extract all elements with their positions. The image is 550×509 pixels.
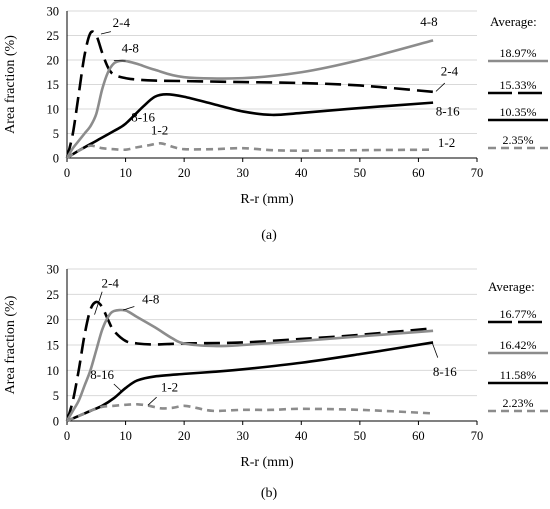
series-label-1-2: 1-2 xyxy=(151,122,168,137)
x-axis-title: R-r (mm) xyxy=(240,455,294,470)
x-tick-label: 60 xyxy=(412,166,425,180)
series-label-4-8: 4-8 xyxy=(142,291,159,306)
label-leader-line xyxy=(123,306,135,311)
y-tick-label: 5 xyxy=(53,127,59,141)
average-legend-title: Average: xyxy=(488,279,535,294)
x-tick-label: 40 xyxy=(295,429,308,443)
label-leader-line xyxy=(100,31,112,35)
series-label-8-16: 8-16 xyxy=(433,364,457,379)
x-tick-label: 0 xyxy=(64,429,70,443)
average-value-8-16: 10.35% xyxy=(500,105,537,119)
x-tick-label: 20 xyxy=(178,429,191,443)
series-line-8-16 xyxy=(66,93,434,160)
x-axis-title: R-r (mm) xyxy=(240,192,294,207)
series-label-8-16: 8-16 xyxy=(436,103,460,118)
x-tick-label: 20 xyxy=(178,166,191,180)
x-tick-label: 70 xyxy=(471,166,484,180)
x-tick-label: 50 xyxy=(354,429,367,443)
y-tick-label: 10 xyxy=(47,103,60,117)
x-tick-label: 50 xyxy=(354,166,367,180)
x-tick-label: 40 xyxy=(295,166,308,180)
label-leader-line xyxy=(432,343,439,358)
average-value-4-8: 18.97% xyxy=(500,46,537,60)
y-tick-label: 0 xyxy=(53,415,59,429)
y-tick-label: 20 xyxy=(47,54,60,68)
x-tick-label: 30 xyxy=(236,166,249,180)
series-label-8-16: 8-16 xyxy=(90,367,114,382)
y-tick-label: 25 xyxy=(47,29,60,43)
series-line-2-4 xyxy=(65,30,434,159)
y-tick-label: 25 xyxy=(47,288,60,302)
chart-panel-a: 0 5 10 15 20 25 30 0 10 20 30 40 50 60 70 R-r (mm) Area … xyxy=(3,5,548,243)
y-tick-label: 30 xyxy=(47,263,60,277)
label-leader-line xyxy=(435,82,446,92)
chart-panel-b: 0 5 10 15 20 25 30 0 10 20 30 40 50 60 70 R-r (mm) Area … xyxy=(3,263,548,501)
series-label-2-4: 2-4 xyxy=(441,64,459,79)
series-line-4-8 xyxy=(65,308,434,422)
series-line-4-8 xyxy=(65,39,434,159)
average-value-1-2: 2.23% xyxy=(503,396,534,410)
y-axis-title: Area fraction (%) xyxy=(3,35,18,134)
series-label-4-8: 4-8 xyxy=(122,41,139,56)
y-tick-label: 15 xyxy=(47,78,60,92)
label-leader-line xyxy=(94,291,103,315)
average-legend-title: Average: xyxy=(490,14,537,29)
x-tick-label: 10 xyxy=(119,429,132,443)
y-tick-label: 20 xyxy=(47,313,60,327)
average-value-2-4: 16.77% xyxy=(500,307,537,321)
series-label-2-4: 2-4 xyxy=(113,15,131,30)
series-label-2-4: 2-4 xyxy=(102,276,120,291)
series-line-2-4 xyxy=(65,300,434,422)
average-value-4-8: 16.42% xyxy=(500,338,537,352)
panel-caption: (a) xyxy=(261,228,277,243)
average-value-2-4: 15.33% xyxy=(500,78,537,92)
series-line-1-2 xyxy=(66,141,434,160)
x-tick-label: 0 xyxy=(64,166,70,180)
panel-caption: (b) xyxy=(261,486,278,501)
y-axis-title: Area fraction (%) xyxy=(3,295,18,394)
y-tick-label: 0 xyxy=(53,152,59,166)
series-label-8-16: 8-16 xyxy=(131,109,155,124)
y-tick-label: 30 xyxy=(47,5,60,19)
y-tick-label: 5 xyxy=(53,389,59,403)
y-tick-label: 10 xyxy=(47,364,60,378)
series-line-8-16 xyxy=(66,341,434,423)
average-value-8-16: 11.58% xyxy=(500,368,537,382)
x-tick-label: 60 xyxy=(412,429,425,443)
average-value-1-2: 2.35% xyxy=(503,133,534,147)
series-label-4-8: 4-8 xyxy=(420,14,437,29)
series-label-1-2: 1-2 xyxy=(161,380,178,395)
x-tick-label: 30 xyxy=(236,429,249,443)
label-leader-line xyxy=(113,383,123,392)
x-tick-label: 10 xyxy=(119,166,132,180)
x-tick-label: 70 xyxy=(471,429,484,443)
series-line-1-2 xyxy=(66,402,434,423)
series-label-1-2: 1-2 xyxy=(438,135,455,150)
y-tick-label: 15 xyxy=(47,339,60,353)
label-leader-line xyxy=(147,396,157,406)
